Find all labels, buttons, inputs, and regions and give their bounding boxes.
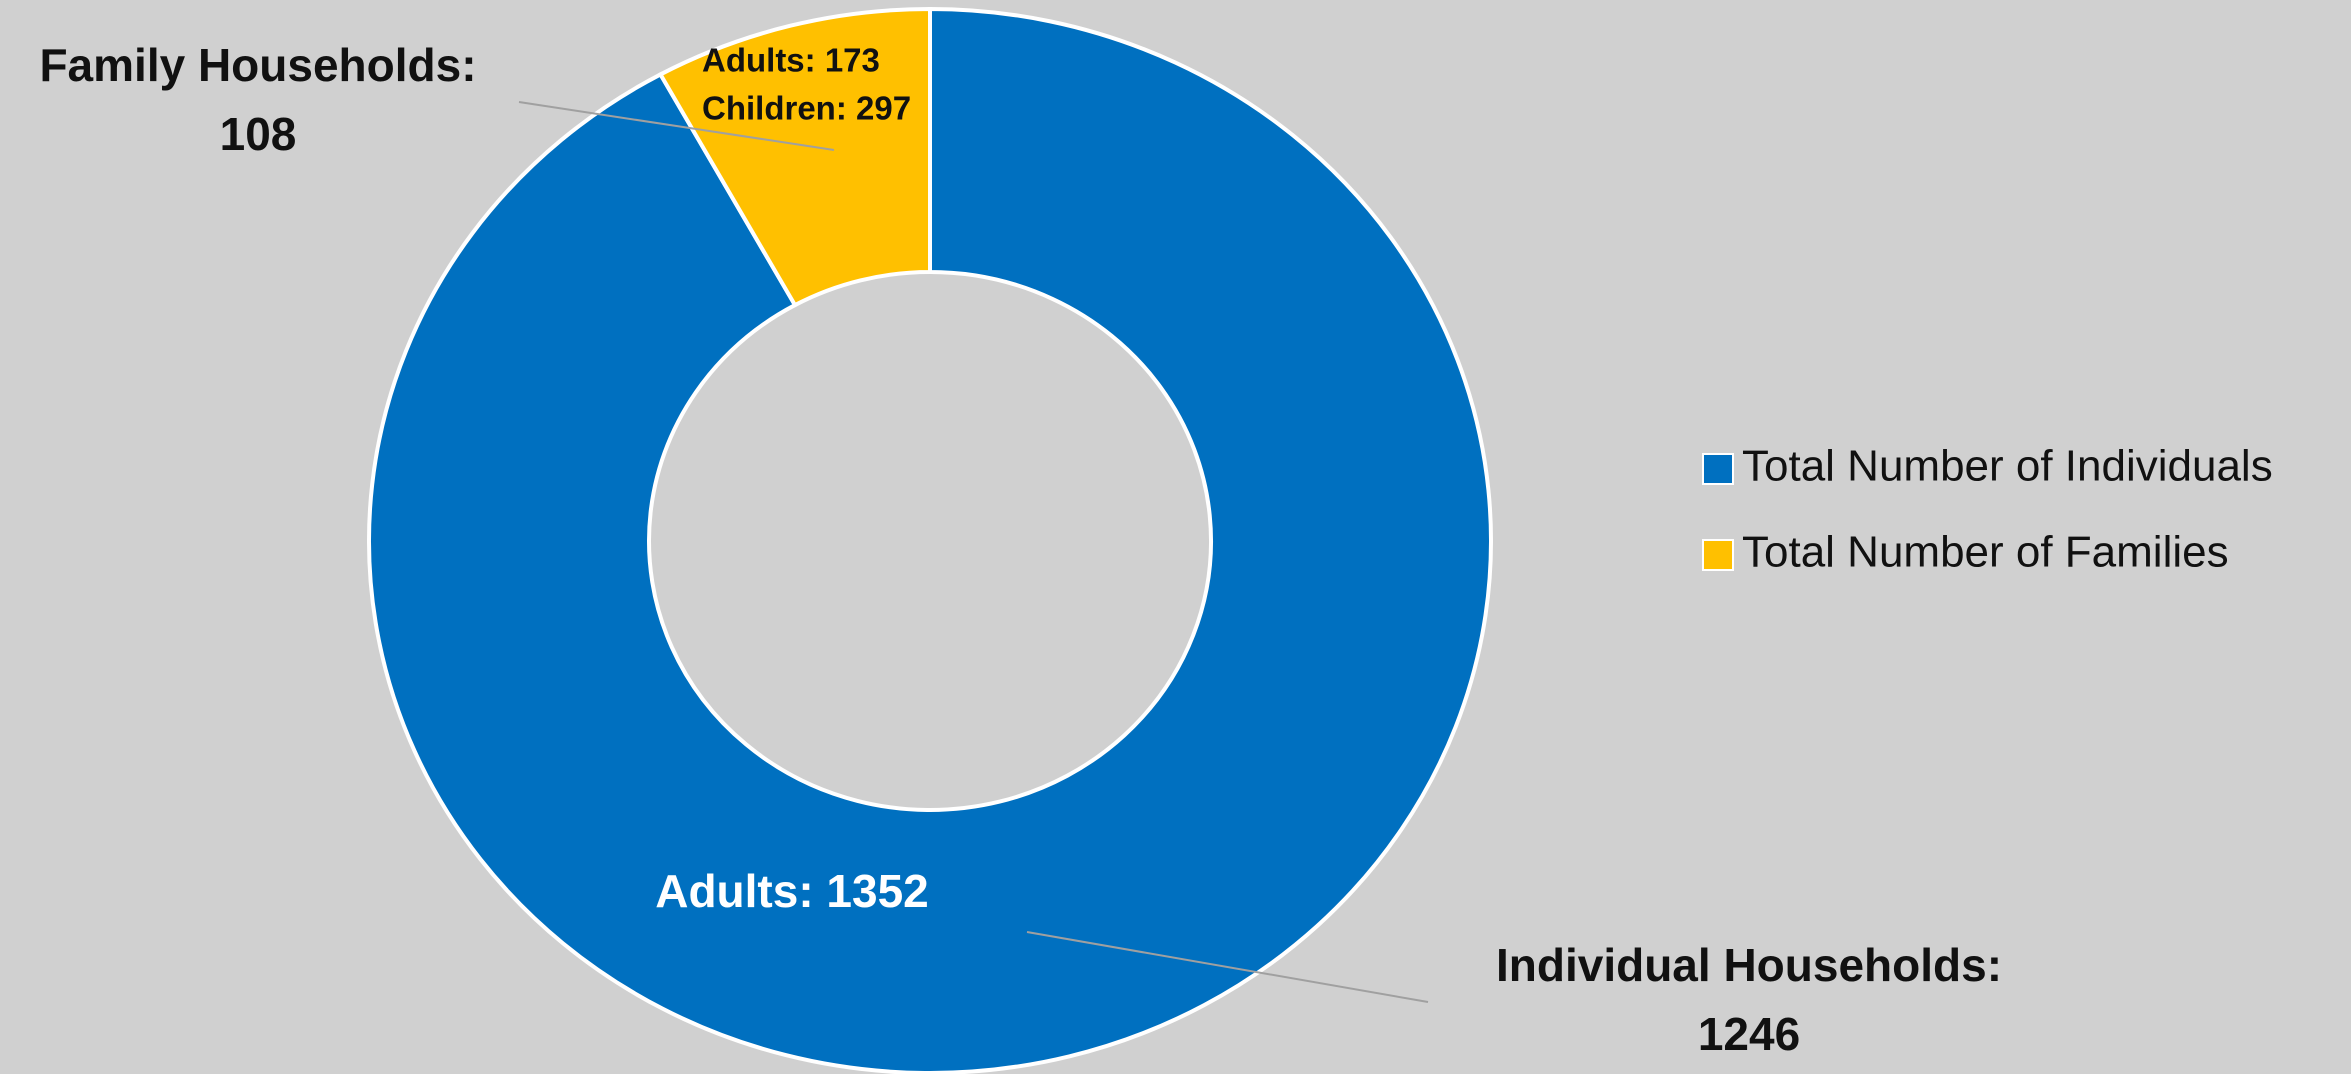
slice-title: Family Households: bbox=[39, 39, 476, 91]
annotation: Children: 297 bbox=[702, 90, 911, 127]
slice-title: Individual Households: bbox=[1496, 939, 2002, 991]
leader-line bbox=[518, 101, 835, 151]
legend-swatch bbox=[1702, 453, 1734, 485]
legend-label: Total Number of Families bbox=[1742, 528, 2229, 577]
donut-slice bbox=[367, 6, 1493, 1074]
leader-line bbox=[1026, 931, 1429, 1003]
annotation: Adults: 1352 bbox=[655, 865, 929, 917]
annotation: Adults: 173 bbox=[702, 42, 880, 79]
legend-swatch bbox=[1702, 539, 1734, 571]
data-label: 108 bbox=[220, 108, 297, 160]
legend-label: Total Number of Individuals bbox=[1742, 442, 2273, 491]
data-label: 1246 bbox=[1698, 1008, 1800, 1060]
donut-slice bbox=[657, 6, 932, 308]
